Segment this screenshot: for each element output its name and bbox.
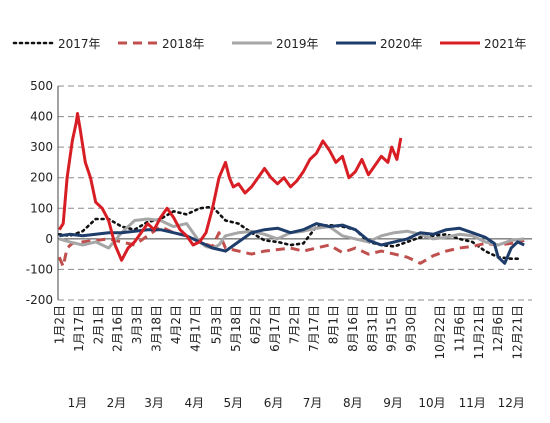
y-tick-label: 200 — [30, 171, 53, 185]
x-tick-label: 6月2日 — [248, 305, 262, 344]
x-tick-label: 12月21日 — [511, 305, 525, 360]
month-label: 6月 — [264, 396, 284, 410]
series-group — [57, 112, 525, 268]
x-tick-label: 8月1日 — [326, 305, 340, 344]
x-tick-label: 2月1日 — [91, 305, 105, 344]
x-tick-label: 5月3日 — [209, 305, 223, 344]
x-tick-label: 6月17日 — [268, 305, 282, 352]
month-label: 11月 — [459, 396, 486, 410]
legend-label: 2018年 — [162, 37, 205, 51]
x-tick-label: 3月3日 — [130, 305, 144, 344]
x-axis: 1月2日 1月17日 2月1日 2月16日 3月3日 3月18日 4月2日 4月17日 5月3日… — [52, 238, 532, 410]
x-tick-label: 3月18日 — [150, 305, 164, 352]
legend-label: 2019年 — [276, 37, 319, 51]
x-tick-label: 8月31日 — [365, 305, 379, 352]
legend-label: 2020年 — [380, 37, 423, 51]
y-tick-label: 100 — [30, 201, 53, 215]
y-axis: -200 -100 0 100 200 300 400 500 — [26, 79, 59, 307]
legend: 2017年 2018年 2019年 2020年 2021年 — [12, 37, 527, 51]
x-tick-label: 4月2日 — [169, 305, 183, 344]
x-tick-label: 12月6日 — [491, 305, 505, 352]
x-tick-label: 9月30日 — [404, 305, 418, 352]
x-tick-label: 2月16日 — [111, 305, 125, 352]
x-tick-label: 7月17日 — [307, 305, 321, 352]
month-label: 10月 — [418, 396, 445, 410]
y-tick-label: 400 — [30, 110, 53, 124]
y-tick-label: -100 — [26, 262, 53, 276]
month-label: 4月 — [185, 396, 205, 410]
x-tick-label: 5月18日 — [229, 305, 243, 352]
month-label: 7月 — [303, 396, 323, 410]
month-label: 12月 — [498, 396, 525, 410]
series-line-2021年 — [58, 112, 403, 262]
month-label: 9月 — [383, 396, 403, 410]
x-tick-label: 1月2日 — [52, 305, 66, 344]
month-label: 5月 — [223, 396, 243, 410]
legend-label: 2021年 — [484, 37, 527, 51]
x-tick-label: 8月16日 — [346, 305, 360, 352]
month-label: 1月 — [68, 396, 88, 410]
series-line-2019年 — [58, 217, 525, 250]
y-tick-label: 300 — [30, 140, 53, 154]
month-label: 3月 — [144, 396, 164, 410]
legend-label: 2017年 — [58, 37, 101, 51]
gridlines — [58, 85, 532, 301]
month-label: 8月 — [343, 396, 363, 410]
y-tick-label: -200 — [26, 293, 53, 307]
month-label: 2月 — [107, 396, 127, 410]
y-tick-label: 500 — [30, 79, 53, 93]
x-tick-label: 1月17日 — [72, 305, 86, 352]
y-tick-label: 0 — [45, 232, 53, 246]
x-tick-label: 11月21日 — [472, 305, 486, 360]
x-tick-label: 7月2日 — [287, 305, 301, 344]
x-tick-label: 9月15日 — [385, 305, 399, 352]
x-tick-label: 10月22日 — [433, 305, 447, 360]
x-tick-label: 4月17日 — [189, 305, 203, 352]
x-tick-label: 11月6日 — [452, 305, 466, 352]
